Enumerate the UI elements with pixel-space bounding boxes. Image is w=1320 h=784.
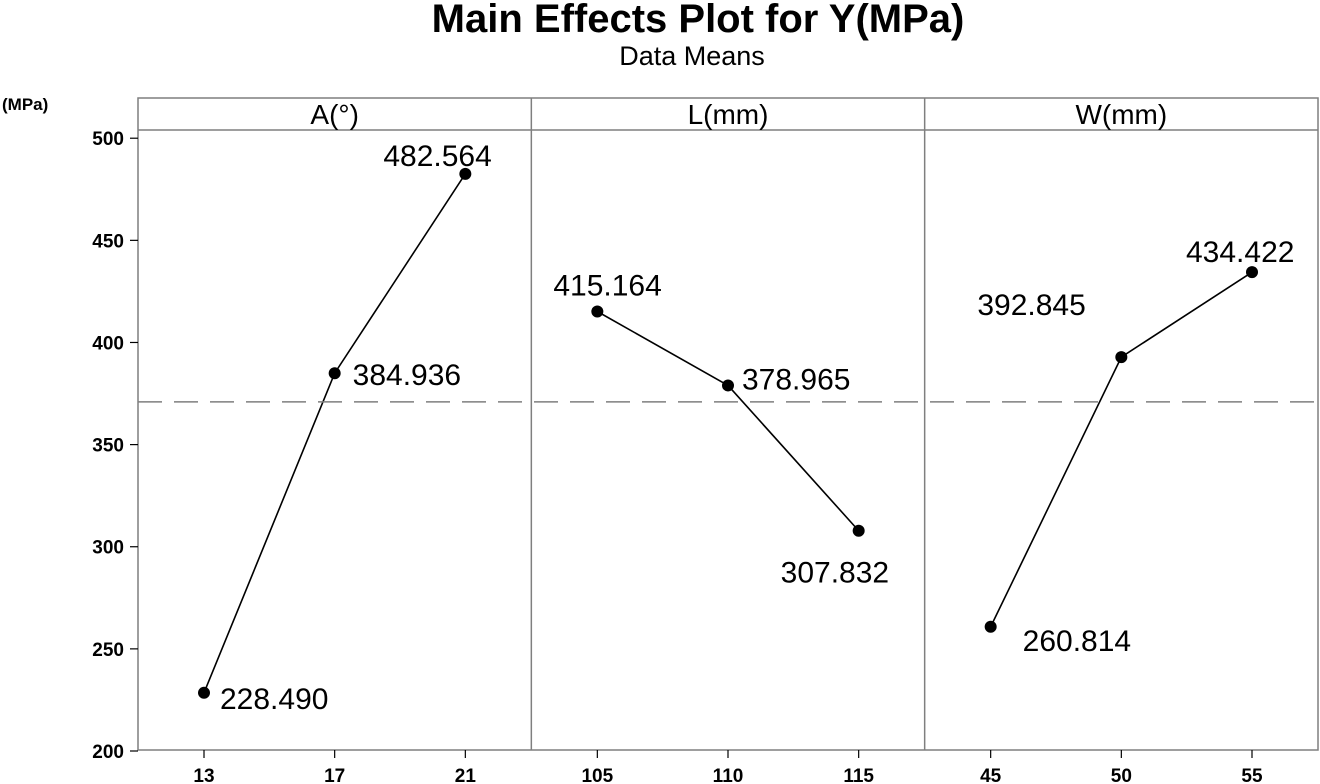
x-tick-label-0-1: 17 <box>324 766 345 784</box>
data-label-2-2: 434.422 <box>1186 236 1294 269</box>
data-label-2-0: 260.814 <box>1023 625 1131 658</box>
x-tick-label-2-2: 55 <box>1241 766 1263 784</box>
x-tick-label-0-2: 21 <box>455 766 477 784</box>
data-point-0-0 <box>198 686 210 699</box>
chart-title: Main Effects Plot for Y(MPa) <box>432 0 965 41</box>
x-tick-label-2-0: 45 <box>980 766 1002 784</box>
y-tick-label-200: 200 <box>92 742 124 763</box>
data-label-0-1: 384.936 <box>353 359 461 392</box>
x-tick-label-0-0: 13 <box>193 766 214 784</box>
x-tick-label-1-2: 115 <box>843 766 874 784</box>
data-point-1-2 <box>852 524 865 537</box>
data-point-2-1 <box>1115 351 1128 364</box>
y-tick-label-400: 400 <box>92 333 124 354</box>
y-tick-label-500: 500 <box>92 129 124 150</box>
data-label-1-2: 307.832 <box>781 557 889 590</box>
series-line-2 <box>989 271 1253 628</box>
data-point-1-1 <box>722 379 734 392</box>
x-tick-label-1-1: 110 <box>713 766 744 784</box>
panel-title-2: W(mm) <box>1075 99 1167 130</box>
panel-title-0: A(°) <box>310 99 359 130</box>
data-label-2-1: 392.845 <box>977 289 1085 322</box>
data-point-0-1 <box>328 367 341 380</box>
data-label-1-0: 415.164 <box>553 270 661 303</box>
series-line-0 <box>203 173 467 694</box>
data-point-2-0 <box>984 620 997 633</box>
data-label-0-0: 228.490 <box>220 683 328 716</box>
data-point-2-2 <box>1246 266 1258 279</box>
y-tick-label-350: 350 <box>92 436 124 457</box>
x-tick-label-2-1: 50 <box>1111 766 1132 784</box>
data-label-0-2: 482.564 <box>383 140 491 173</box>
data-label-1-1: 378.965 <box>742 363 850 396</box>
plot-frame <box>137 97 1319 751</box>
y-tick-label-250: 250 <box>92 640 124 661</box>
panel-title-1: L(mm) <box>688 99 769 130</box>
chart-subtitle: Data Means <box>619 41 765 71</box>
plot-area: 200 250 300 350 400 450 500 A(°) 13 17 21 228.490 38… <box>92 97 1319 784</box>
y-axis-label: (MPa) <box>2 95 48 114</box>
data-point-0-2 <box>459 167 472 180</box>
y-tick-label-300: 300 <box>92 538 124 559</box>
data-point-1-0 <box>591 305 604 318</box>
x-tick-label-1-0: 105 <box>581 766 613 784</box>
series-line-1 <box>596 310 860 532</box>
y-tick-label-450: 450 <box>92 231 124 252</box>
